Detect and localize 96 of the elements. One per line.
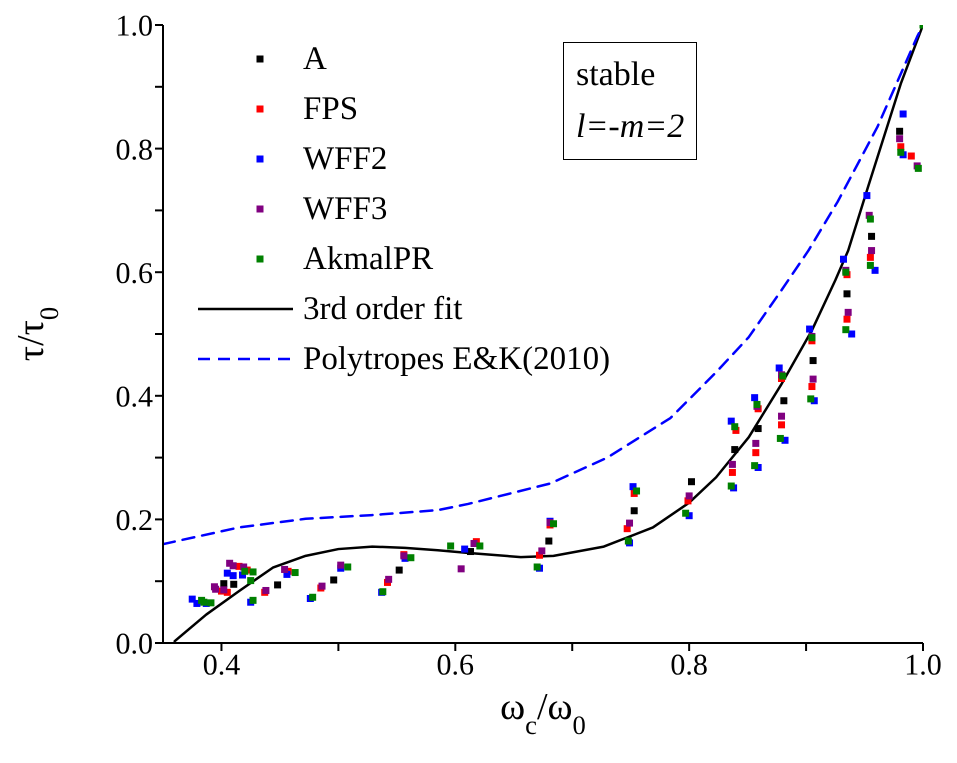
point [250,596,257,604]
point [447,542,454,550]
point [731,446,738,454]
point [686,492,693,500]
point [330,576,338,584]
point [868,232,876,240]
x-tick-label: 0.6 [436,648,474,682]
point [731,423,738,430]
point [309,594,316,601]
y-tick-label: 0.4 [116,380,153,414]
point [550,520,558,528]
point [776,364,783,372]
point [247,577,254,584]
point [281,566,288,573]
point [385,576,392,583]
point [866,216,874,223]
point [908,152,915,160]
point [866,254,874,261]
point [896,135,904,142]
point [751,462,758,470]
x-tick-label: 0.4 [202,648,240,682]
point [728,460,736,468]
point [534,563,541,570]
point [868,247,876,254]
point [626,520,634,527]
point [863,192,870,200]
legend-label: 3rd order fit [303,290,462,329]
point [844,290,850,298]
point [220,580,228,588]
legend-label: WFF2 [303,140,388,179]
point [844,316,850,323]
point [752,440,760,447]
point [630,507,638,514]
legend-label: WFF3 [303,190,388,229]
legend-label: FPS [303,90,358,129]
point [778,421,786,428]
y-tick-label: 0.6 [116,256,153,290]
point [897,148,904,156]
point [778,412,786,420]
legend-label: AkmalPR [303,240,434,279]
point [407,554,414,562]
point [230,562,237,570]
x-tick-label: 0.8 [670,648,708,682]
point [896,128,904,135]
point [241,568,248,575]
y-tick-label: 0.0 [116,628,153,661]
point [780,397,788,404]
point [842,326,850,334]
point [344,563,352,570]
point [220,586,228,594]
point [461,546,468,553]
point [754,425,762,432]
point [810,357,817,364]
point [848,330,856,338]
point [807,395,814,402]
point [914,164,922,172]
point [728,418,735,425]
x-axis-title: ω$_{c}$/ω$_{0}$ [500,686,586,740]
point [810,376,817,383]
point [688,478,695,486]
y-tick-label: 0.2 [116,504,153,538]
point [728,482,735,490]
point [337,562,344,569]
point [633,487,640,494]
point [752,449,760,456]
annotation: l=-m=2 [576,107,684,147]
point [776,434,784,442]
point [458,565,465,572]
legend-label: A [303,40,327,79]
x-tick-label: 1.0 [904,648,942,682]
point [682,510,690,517]
point [274,581,282,588]
annotation: stable [576,55,656,95]
point [250,568,257,576]
point [844,308,852,316]
point [476,542,484,550]
point [866,262,874,269]
note-box: stable l=-m=2 [563,42,698,160]
y-tick-label: 0.8 [116,133,153,166]
point [751,394,758,402]
point [212,586,220,593]
point [230,580,238,588]
point [292,569,299,576]
point [545,538,552,545]
legend-label: Polytropes E&K(2010) [303,340,610,379]
point [230,572,237,580]
point [840,256,847,263]
y-tick-label: 1.0 [116,10,153,43]
point [467,548,474,556]
point [806,326,814,333]
point [900,110,907,118]
point [728,468,736,476]
point [207,599,214,606]
point [808,383,816,390]
point [538,547,546,554]
point [396,566,403,574]
